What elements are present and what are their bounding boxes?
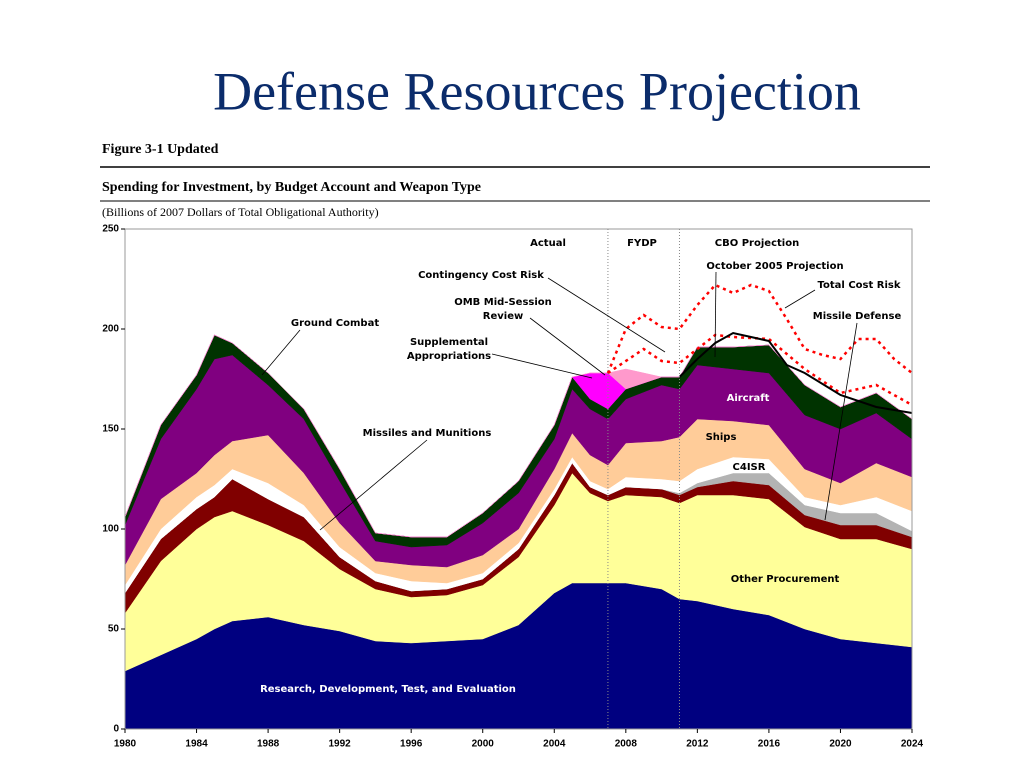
series-label-box: Supplemental Appropriations [406, 337, 492, 362]
slide-title: Defense Resources Projection [213, 61, 861, 121]
x-tick-label: 2000 [472, 739, 495, 750]
leader-line [784, 289, 816, 309]
x-tick-label: 1992 [329, 739, 352, 750]
x-tick-label: 2020 [829, 739, 852, 750]
y-tick-label: 200 [102, 324, 119, 335]
chart-subtitle: (Billions of 2007 Dollars of Total Oblig… [102, 205, 379, 219]
leader-line [319, 439, 428, 531]
plot-frame [124, 228, 913, 730]
y-tick-label: 100 [102, 524, 119, 535]
series-label: Research, Development, Test, and Evaluat… [260, 684, 516, 695]
series-label: Aircraft [727, 393, 770, 404]
x-tick-label: 2012 [686, 739, 709, 750]
series-label: Ground Combat [291, 318, 379, 329]
period-label: CBO Projection [715, 238, 799, 249]
y-tick-label: 150 [102, 424, 119, 435]
x-tick-label: 2004 [543, 739, 566, 750]
series-label: Missile Defense [813, 311, 902, 322]
x-tick-label: 2016 [758, 739, 781, 750]
y-tick-label: 250 [102, 224, 119, 235]
chart-title: Spending for Investment, by Budget Accou… [102, 180, 481, 195]
x-tick-label: 1980 [114, 739, 137, 750]
series-label: Ships [706, 432, 737, 443]
x-tick-label: 2024 [901, 739, 924, 750]
x-tick-label: 1996 [400, 739, 423, 750]
figure-label: Figure 3-1 Updated [102, 142, 219, 157]
series-label: Supplemental Appropriations [406, 337, 492, 362]
series-label: Contingency Cost Risk [418, 270, 544, 281]
x-tick-label: 2008 [615, 739, 638, 750]
x-tick-label: 1988 [257, 739, 280, 750]
leader-line [261, 329, 301, 376]
series-label: Missiles and Munitions [363, 428, 492, 439]
series-label-box: OMB Mid-Session Review [454, 297, 552, 322]
series-label: C4ISR [733, 462, 766, 473]
y-tick-label: 50 [108, 624, 120, 635]
y-tick-label: 0 [113, 724, 119, 735]
period-label: Actual [530, 238, 566, 249]
period-label: FYDP [627, 238, 657, 249]
leader-line [714, 271, 717, 358]
series-label: OMB Mid-Session Review [454, 297, 552, 322]
leader-line [547, 277, 666, 353]
series-label: October 2005 Projection [706, 261, 843, 272]
series-label: Other Procurement [731, 574, 840, 585]
leader-line [491, 353, 593, 379]
leader-line [824, 322, 858, 521]
line [678, 331, 913, 414]
leader-line [529, 317, 606, 376]
series-label: Total Cost Risk [818, 280, 901, 291]
line [606, 283, 913, 374]
x-tick-label: 1984 [185, 739, 208, 750]
